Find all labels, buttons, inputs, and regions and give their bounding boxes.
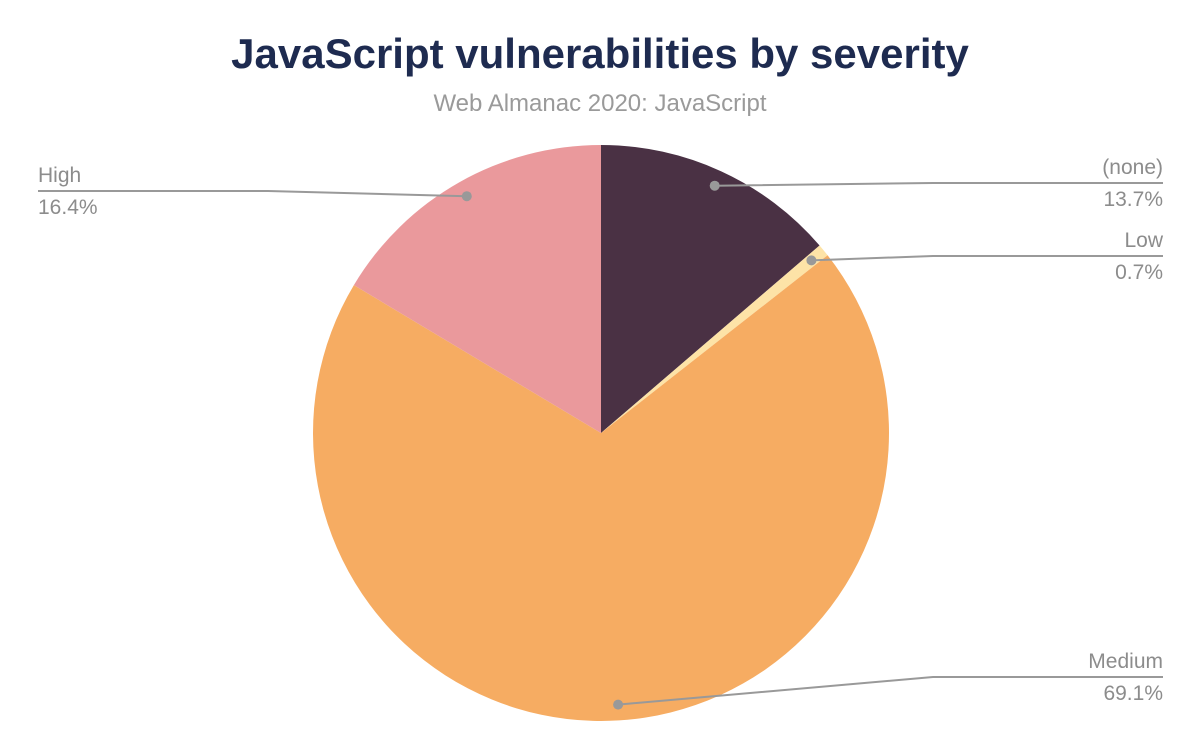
callout-value-none: 13.7% bbox=[1103, 188, 1163, 211]
callout-value-medium: 69.1% bbox=[1103, 682, 1163, 705]
callout-label-high: High bbox=[38, 164, 82, 187]
callout-dot-low bbox=[806, 255, 817, 266]
callout-line-low bbox=[811, 255, 1163, 262]
callout-dot-none bbox=[709, 180, 720, 191]
callout-value-low: 0.7% bbox=[1115, 261, 1163, 284]
callout-dot-medium bbox=[613, 699, 624, 710]
callout-label-medium: Medium bbox=[1088, 650, 1163, 673]
pie-slice-medium bbox=[313, 255, 890, 722]
callout-label-low: Low bbox=[1124, 229, 1163, 252]
callout-line-none bbox=[714, 182, 1163, 187]
callout-line-medium bbox=[618, 676, 1163, 706]
callout-dot-high bbox=[461, 191, 472, 202]
callout-line-high bbox=[38, 190, 467, 198]
pie-slice-low bbox=[601, 245, 828, 433]
callout-value-high: 16.4% bbox=[38, 196, 98, 219]
callout-label-none: (none) bbox=[1102, 156, 1163, 179]
chart-subtitle: Web Almanac 2020: JavaScript bbox=[433, 90, 767, 117]
pie-slice-high bbox=[353, 145, 601, 433]
chart-title: JavaScript vulnerabilities by severity bbox=[231, 30, 969, 77]
pie-slice-none bbox=[601, 145, 820, 433]
